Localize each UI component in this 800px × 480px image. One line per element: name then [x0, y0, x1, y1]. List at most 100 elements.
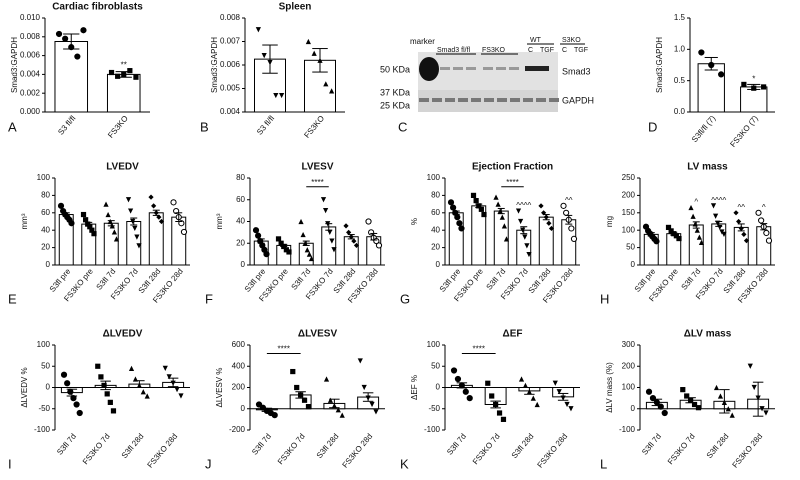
x-tick-label: FS3KO — [106, 114, 130, 140]
data-point — [649, 395, 657, 402]
y-tick-label: 0.004 — [220, 107, 241, 116]
data-point — [721, 231, 727, 237]
band — [509, 67, 519, 70]
y-axis-label: Smad3:GAPDH — [10, 37, 19, 93]
data-point — [87, 224, 93, 230]
y-tick-label: 0.5 — [674, 76, 686, 85]
data-point — [76, 409, 83, 417]
panel-letter: E — [8, 291, 17, 306]
y-tick-label: 100 — [622, 383, 636, 392]
data-point — [758, 217, 765, 224]
y-tick-label: 0 — [46, 383, 51, 392]
data-point — [104, 391, 110, 397]
significance: ^^^^ — [711, 196, 726, 205]
data-point — [174, 387, 180, 393]
data-point — [673, 233, 679, 239]
data-point — [563, 209, 570, 216]
x-tick-label: S3fl 7d — [55, 432, 78, 457]
y-tick-label: -50 — [38, 404, 50, 413]
x-tick-label: FS3KO 7d — [276, 432, 307, 466]
data-point — [255, 27, 261, 33]
data-point — [698, 239, 705, 245]
y-tick-label: 50 — [41, 361, 50, 370]
y-tick-label: 80 — [41, 191, 50, 200]
group-label: FS3KO — [482, 47, 506, 54]
protein-label: Smad3 — [562, 66, 591, 76]
data-point — [548, 225, 555, 232]
marker-band — [419, 57, 439, 81]
data-point — [729, 412, 735, 418]
data-point — [351, 238, 357, 244]
x-tick-label: S3fl 7d — [445, 432, 468, 457]
bar — [697, 63, 725, 113]
x-tick-label: S3 fl/fl — [255, 114, 276, 137]
y-tick-label: 20 — [431, 243, 440, 252]
data-point — [273, 92, 279, 99]
y-tick-label: 0.005 — [220, 84, 241, 93]
data-point — [113, 236, 120, 242]
data-point — [560, 202, 567, 209]
band — [510, 98, 520, 102]
data-point — [552, 380, 558, 386]
data-point — [308, 255, 315, 262]
data-point — [684, 393, 690, 399]
data-point — [353, 242, 360, 249]
data-point — [327, 229, 333, 235]
data-point — [62, 35, 69, 42]
data-point — [286, 249, 292, 255]
y-axis-label: % — [410, 218, 419, 225]
data-point — [524, 243, 530, 249]
data-point — [454, 375, 462, 383]
band — [445, 98, 455, 102]
bar — [103, 222, 119, 266]
data-point — [136, 243, 142, 249]
y-tick-label: 1.0 — [674, 44, 686, 53]
group-label: S3KO — [562, 37, 581, 44]
data-point — [456, 220, 463, 227]
data-point — [470, 192, 477, 198]
data-point — [60, 371, 68, 378]
band — [523, 98, 533, 102]
y-tick-label: 50 — [431, 361, 440, 370]
band — [484, 98, 494, 102]
band — [458, 98, 468, 102]
band — [471, 98, 481, 102]
x-tick-label: S3fl 7d — [640, 432, 663, 457]
band — [536, 98, 546, 102]
y-tick-label: 0.0 — [674, 107, 686, 116]
data-point — [301, 397, 308, 403]
y-tick-label: 40 — [41, 225, 50, 234]
lane-label: C — [562, 47, 567, 54]
data-point — [132, 225, 138, 232]
band — [466, 67, 476, 70]
y-tick-label: 0 — [241, 404, 246, 413]
y-tick-label: -200 — [229, 425, 246, 434]
data-point — [763, 229, 770, 237]
data-point — [133, 74, 139, 80]
y-tick-label: 150 — [622, 208, 636, 217]
data-point — [166, 374, 172, 380]
data-point — [499, 214, 505, 220]
significance: ^^ — [737, 203, 745, 212]
data-point — [736, 218, 742, 225]
data-point — [657, 403, 664, 410]
y-tick-label: 0.006 — [20, 51, 41, 60]
data-point — [83, 217, 89, 223]
panel-letter: A — [8, 119, 17, 134]
y-tick-label: 0.002 — [20, 88, 41, 97]
band — [549, 98, 559, 102]
data-point — [538, 203, 544, 209]
data-point — [306, 251, 312, 257]
data-point — [718, 71, 725, 78]
data-point — [570, 235, 578, 242]
bar-chart: Spleen B Smad3:GAPDH 0.004 0.005 0.006 0.007 0.… — [200, 2, 345, 140]
data-point — [518, 218, 524, 225]
data-point — [696, 234, 702, 240]
chart-title: ΔEF — [503, 329, 523, 340]
chart-title: LV mass — [687, 162, 728, 173]
x-tick-label: S3fl 7d — [484, 267, 507, 292]
data-point — [55, 30, 63, 38]
y-tick-label: 100 — [427, 173, 441, 182]
data-point — [335, 407, 341, 413]
